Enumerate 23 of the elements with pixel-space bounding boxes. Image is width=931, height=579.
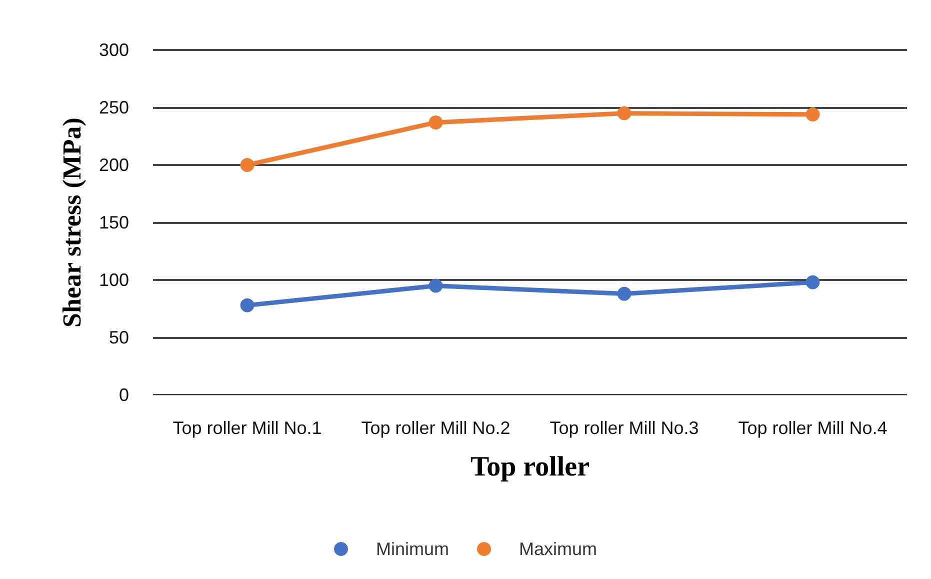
- y-tick-label: 100: [98, 270, 129, 290]
- point: [617, 106, 632, 120]
- x-tick-label: Top roller Mill No.4: [738, 418, 888, 438]
- legend-label: Minimum: [376, 539, 450, 559]
- point: [428, 278, 443, 293]
- y-tick-label: 50: [108, 328, 129, 348]
- y-tick-label: 0: [118, 385, 129, 405]
- y-tick-label: 250: [98, 98, 129, 118]
- y-tick-label: 200: [98, 155, 129, 175]
- x-tick-label: Top roller Mill No.1: [172, 418, 322, 438]
- x-axis-title: Top roller: [470, 452, 590, 482]
- point: [428, 115, 443, 130]
- point: [806, 107, 820, 122]
- y-axis-title: Shear stress (MPa): [58, 118, 86, 328]
- x-tick-label: Top roller Mill No.3: [550, 418, 699, 438]
- legend-label: Maximum: [519, 539, 598, 559]
- point: [617, 286, 632, 301]
- y-tick-label: 150: [98, 212, 129, 232]
- point: [806, 275, 820, 290]
- x-tick-label: Top roller Mill No.2: [361, 418, 510, 438]
- y-tick-label: 300: [98, 40, 129, 60]
- point: [240, 298, 254, 312]
- point: [240, 158, 254, 172]
